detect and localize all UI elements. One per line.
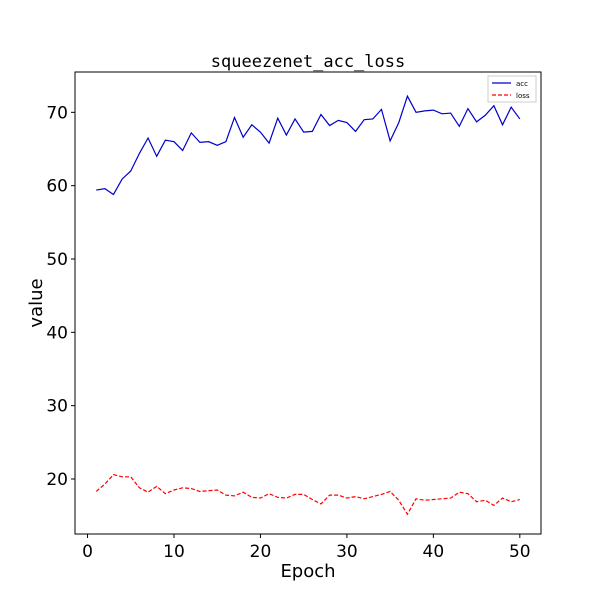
series-line-acc bbox=[96, 94, 521, 196]
x-tick-label: 50 bbox=[509, 542, 531, 562]
y-tick-label: 50 bbox=[46, 250, 68, 270]
y-tick-label: 60 bbox=[46, 177, 68, 197]
chart-title: squeezenet_acc_loss bbox=[211, 52, 405, 72]
x-tick-label: 0 bbox=[82, 542, 93, 562]
y-tick-label: 40 bbox=[46, 323, 68, 343]
legend-label-loss: loss bbox=[516, 92, 530, 100]
y-tick-label: 70 bbox=[46, 103, 68, 123]
x-tick-label: 30 bbox=[336, 542, 358, 562]
x-axis-ticks: 0 10 20 30 40 50 bbox=[82, 534, 531, 562]
legend-box bbox=[487, 75, 537, 103]
x-tick-label: 20 bbox=[250, 542, 272, 562]
legend: acc loss bbox=[487, 75, 537, 103]
y-axis-ticks: 20 30 40 50 60 70 bbox=[46, 103, 75, 490]
x-tick-label: 40 bbox=[423, 542, 445, 562]
y-axis-label: value bbox=[26, 278, 47, 327]
x-tick-label: 10 bbox=[163, 542, 185, 562]
x-axis-label: Epoch bbox=[280, 561, 335, 582]
series-layer bbox=[95, 94, 521, 516]
y-tick-label: 20 bbox=[46, 470, 68, 490]
plot-area bbox=[74, 71, 542, 535]
y-tick-label: 30 bbox=[46, 397, 68, 417]
legend-label-acc: acc bbox=[516, 80, 528, 88]
